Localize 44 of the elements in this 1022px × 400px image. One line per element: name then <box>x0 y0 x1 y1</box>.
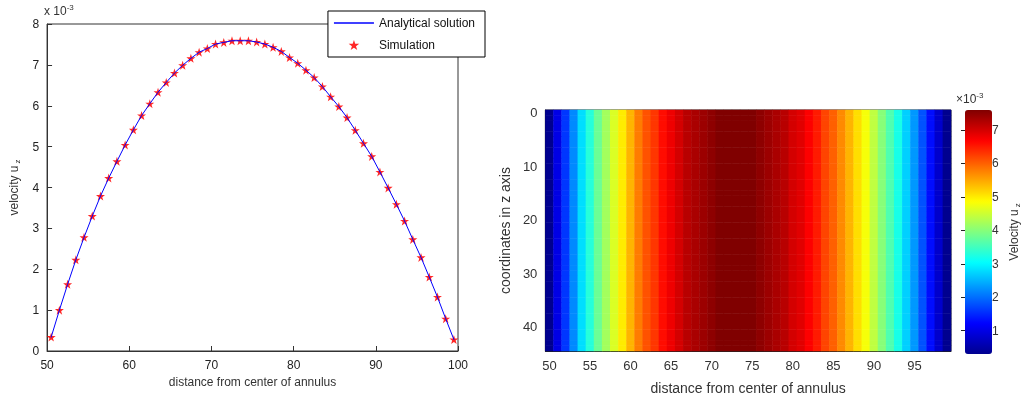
y-tick-label: 2 <box>32 262 40 277</box>
color-bar-label: 3 <box>992 256 999 271</box>
y-axis-title: coordinates in z axis <box>497 167 513 294</box>
color-bar-label: 7 <box>992 123 999 138</box>
color-bar-label: 4 <box>992 223 999 238</box>
color-bar-label: 6 <box>992 156 999 171</box>
legend-label: Analytical solution <box>378 16 476 30</box>
y-axis-title: velocity uz <box>7 159 22 216</box>
y-tick-label: 8 <box>32 17 40 31</box>
y-tick-label: 6 <box>32 98 40 113</box>
legend-label: Simulation <box>378 38 435 52</box>
y-tick-label: 20 <box>522 212 538 228</box>
x-tick-label: 80 <box>286 358 301 372</box>
x-tick-label: 50 <box>40 358 55 372</box>
y-tick-label: 1 <box>32 303 40 318</box>
color-bar-label: 1 <box>992 323 999 338</box>
x-tick-label: 70 <box>704 358 719 373</box>
x-axis-title: distance from center of annulus <box>168 374 337 389</box>
x-tick-label: 60 <box>623 358 638 373</box>
x-tick-label: 55 <box>582 358 598 373</box>
x-axis-title: distance from center of annulus <box>650 380 846 396</box>
y-tick-label: 30 <box>522 265 538 281</box>
x-tick-label: 90 <box>866 358 882 373</box>
color-bar-title: Velocity uz <box>1006 203 1022 261</box>
x-tick-label: 70 <box>204 358 219 372</box>
x-tick-label: 95 <box>907 358 922 373</box>
x-tick-label: 80 <box>785 358 801 373</box>
y-tick-label: 5 <box>32 139 40 154</box>
y-tick-label: 0 <box>32 344 40 358</box>
x-tick-label: 75 <box>745 358 760 373</box>
y-tick-label: 7 <box>32 57 40 72</box>
color-bar-label: 5 <box>992 189 999 204</box>
y-tick-label: 4 <box>32 180 40 195</box>
x-tick-label: 50 <box>542 358 557 373</box>
x-tick-label: 100 <box>447 358 469 372</box>
y-tick-label: 3 <box>32 221 40 236</box>
color-bar-label: 2 <box>992 290 999 305</box>
x-tick-label: 60 <box>122 358 137 372</box>
y-tick-label: 10 <box>522 158 538 174</box>
y-tick-label: 0 <box>530 105 538 121</box>
y-tick-label: 40 <box>522 319 538 335</box>
x-tick-label: 65 <box>663 358 679 373</box>
x-tick-label: 85 <box>826 358 841 373</box>
x-tick-label: 90 <box>369 358 383 372</box>
